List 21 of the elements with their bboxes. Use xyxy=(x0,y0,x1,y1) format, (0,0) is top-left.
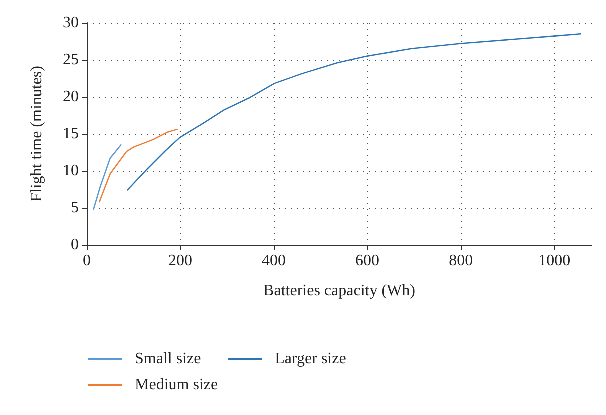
y-tick-label: 5 xyxy=(71,200,79,216)
y-tick-label: 25 xyxy=(63,52,79,68)
line-series xyxy=(127,33,582,191)
x-axis-title: Batteries capacity (Wh) xyxy=(264,282,416,300)
x-tick-label: 800 xyxy=(449,252,474,270)
x-tick-label: 200 xyxy=(168,252,193,270)
y-tick-label: 10 xyxy=(63,162,79,180)
x-tick-label: 1000 xyxy=(538,252,571,270)
y-tick-label: 15 xyxy=(63,126,79,142)
y-tick-label: 0 xyxy=(71,236,79,254)
y-axis-title: Flight time (minutes) xyxy=(28,66,46,202)
legend-label: Small size xyxy=(135,350,202,368)
y-tick-label: 30 xyxy=(63,14,79,32)
x-tick-label: 0 xyxy=(83,252,91,270)
legend-label: Larger size xyxy=(275,350,346,368)
legend-label: Medium size xyxy=(135,376,218,394)
line-series xyxy=(98,128,178,203)
x-tick-label: 400 xyxy=(262,252,286,270)
x-tick-label: 600 xyxy=(356,252,380,270)
line-series xyxy=(93,144,122,210)
y-tick-label: 20 xyxy=(63,88,79,106)
